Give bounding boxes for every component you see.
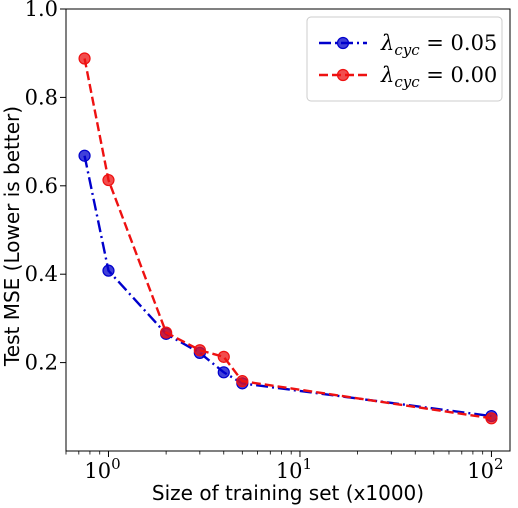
series-1-point bbox=[217, 366, 230, 379]
y-tick-label: 0.6 bbox=[25, 174, 58, 198]
series-1-point bbox=[102, 264, 115, 277]
series-2 bbox=[78, 52, 498, 425]
series-layer bbox=[78, 52, 498, 425]
series-1 bbox=[78, 149, 498, 423]
series-2-point bbox=[485, 412, 498, 425]
y-tick-label: 1.0 bbox=[25, 0, 58, 21]
series-2-line bbox=[83, 58, 492, 420]
legend-label: λcyc = 0.00 bbox=[380, 63, 497, 91]
legend-box bbox=[306, 16, 503, 102]
x-tick-label: 101 bbox=[276, 455, 312, 483]
x-tick-label: 100 bbox=[84, 455, 120, 483]
series-2-point bbox=[217, 350, 230, 363]
series-2-point bbox=[193, 344, 206, 357]
y-tick-label: 0.4 bbox=[25, 262, 58, 286]
series-2-point bbox=[102, 173, 115, 187]
series-2-point bbox=[236, 375, 249, 388]
legend-swatch-marker bbox=[336, 68, 350, 82]
y-axis-label: Test MSE (Lower is better) bbox=[0, 106, 24, 367]
axes-layer: 0.2 0.4 0.6 0.8 1.0 100 101 102 bbox=[25, 0, 511, 483]
series-2-point bbox=[78, 52, 91, 65]
y-tick-label: 0.8 bbox=[25, 85, 58, 109]
x-axis-label: Size of training set (x1000) bbox=[152, 481, 424, 505]
legend-label: λcyc = 0.05 bbox=[380, 31, 497, 59]
legend-item-1: λcyc = 0.05 bbox=[319, 31, 497, 59]
legend: λcyc = 0.05 λcyc = 0.00 bbox=[306, 16, 503, 102]
series-1-point bbox=[78, 149, 91, 162]
series-1-line bbox=[83, 155, 492, 418]
y-tick-label: 0.2 bbox=[25, 351, 58, 375]
legend-item-2: λcyc = 0.00 bbox=[319, 63, 497, 91]
plot-frame bbox=[65, 8, 511, 452]
legend-swatch-marker bbox=[336, 36, 350, 50]
series-2-point bbox=[160, 326, 173, 339]
x-tick-label: 102 bbox=[467, 455, 503, 483]
